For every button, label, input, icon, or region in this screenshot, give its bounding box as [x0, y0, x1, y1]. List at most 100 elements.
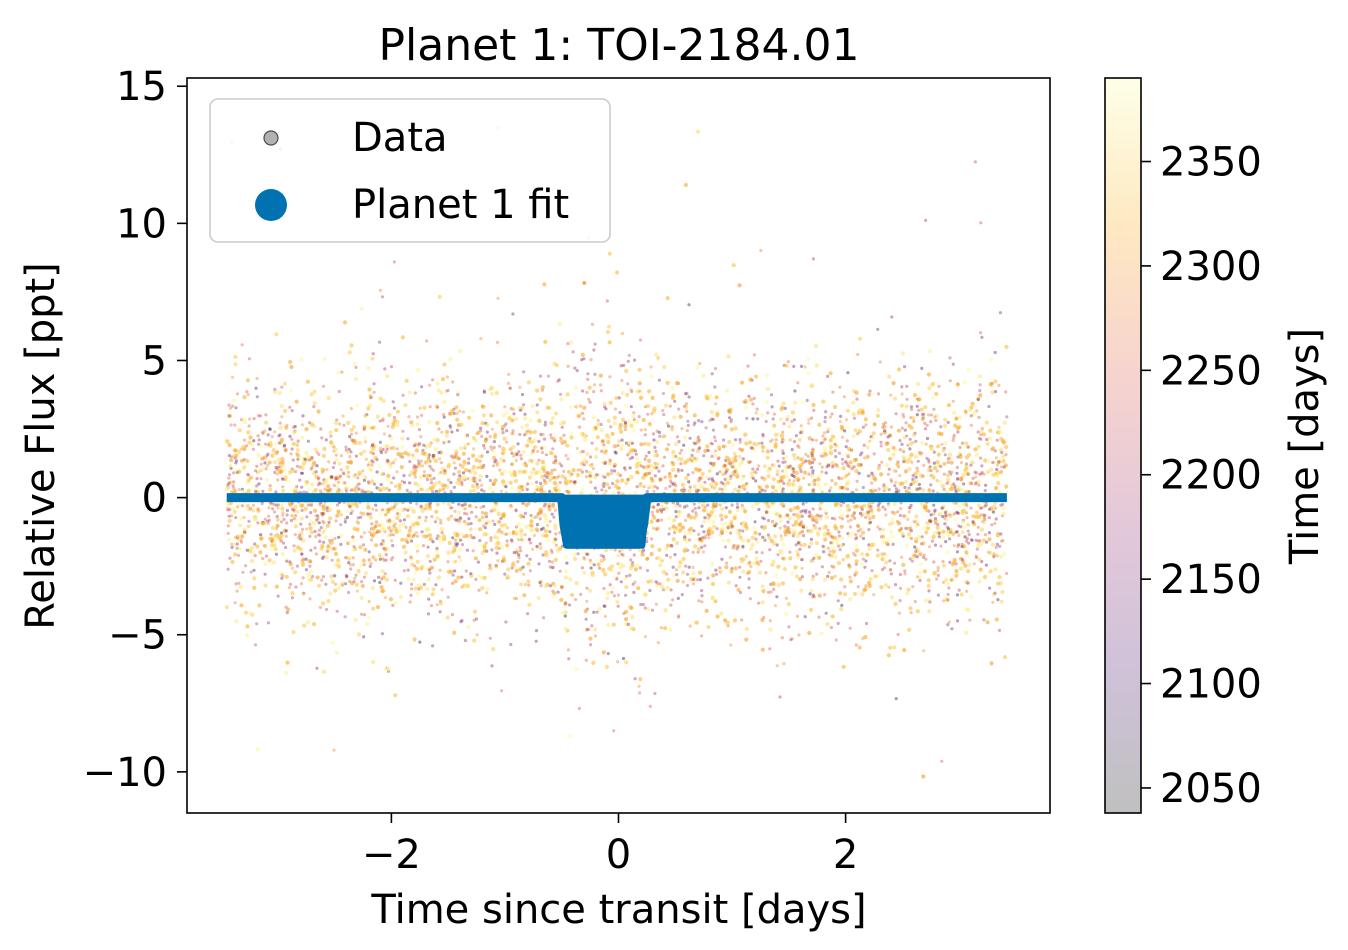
data-point [903, 572, 907, 576]
data-point [496, 296, 500, 300]
data-point [518, 567, 523, 572]
data-point [237, 428, 242, 433]
data-point [378, 288, 383, 292]
data-point [958, 445, 962, 450]
data-point [644, 464, 650, 469]
data-point [734, 454, 738, 458]
data-point [993, 350, 997, 355]
data-point [440, 531, 444, 535]
data-point [946, 480, 950, 484]
data-point [465, 548, 469, 552]
data-point [591, 466, 596, 471]
data-point [393, 601, 398, 606]
data-point [365, 502, 371, 507]
data-point [811, 438, 815, 442]
data-point [471, 435, 476, 441]
data-point [854, 559, 859, 564]
data-point [726, 580, 732, 585]
data-point [676, 467, 680, 472]
data-point [231, 484, 235, 488]
data-point [292, 517, 296, 521]
data-point [586, 372, 590, 376]
data-point [792, 456, 797, 461]
data-point [276, 506, 280, 510]
data-point [924, 530, 929, 535]
data-point [438, 540, 443, 545]
data-point [642, 465, 646, 469]
data-point [861, 485, 865, 490]
data-point [420, 413, 424, 417]
data-point [241, 570, 245, 574]
data-point [263, 572, 267, 576]
data-point [254, 386, 258, 390]
data-point [451, 581, 455, 586]
data-point [430, 592, 435, 597]
data-point [552, 453, 557, 458]
data-point [849, 518, 853, 522]
data-point [673, 553, 677, 557]
data-point [804, 525, 809, 530]
data-point [538, 579, 544, 584]
data-point [780, 636, 784, 640]
data-point [299, 522, 303, 526]
data-point [755, 550, 759, 554]
data-point [501, 431, 505, 435]
data-point [261, 557, 265, 561]
data-point [886, 435, 890, 439]
data-point [662, 455, 667, 459]
data-point [678, 504, 682, 508]
data-point [700, 594, 704, 598]
data-point [397, 528, 402, 533]
data-point [529, 515, 535, 520]
data-point [844, 445, 848, 449]
data-point [416, 489, 420, 494]
data-point [305, 515, 309, 519]
data-point [688, 526, 694, 531]
data-point [317, 533, 321, 537]
data-point [442, 439, 447, 444]
data-point [693, 456, 697, 460]
data-point [324, 479, 329, 484]
data-point [713, 385, 717, 389]
data-point [628, 548, 632, 552]
data-point [302, 623, 307, 628]
data-point [482, 389, 486, 393]
data-point [792, 513, 796, 517]
data-point [913, 600, 917, 604]
data-point [713, 439, 718, 443]
data-point [288, 359, 293, 365]
data-point [915, 487, 919, 491]
data-point [823, 508, 828, 513]
data-point [646, 606, 651, 612]
data-point [770, 438, 774, 442]
data-point [446, 595, 450, 599]
data-point [740, 448, 745, 453]
data-point [964, 502, 968, 506]
data-point [439, 470, 443, 475]
data-point [596, 562, 601, 567]
data-point [787, 482, 792, 487]
data-point [833, 555, 838, 560]
data-point [446, 550, 451, 555]
data-point [528, 569, 533, 573]
data-point [435, 603, 439, 607]
data-point [957, 511, 961, 515]
data-point [424, 473, 429, 479]
data-point [729, 531, 733, 535]
data-point [957, 415, 962, 420]
data-point [672, 415, 677, 420]
data-point [468, 478, 473, 483]
data-point [998, 311, 1003, 315]
data-point [603, 614, 608, 619]
data-point [344, 445, 348, 449]
data-point [640, 552, 645, 557]
data-point [503, 572, 507, 576]
data-point [857, 429, 862, 434]
data-point [400, 537, 405, 542]
data-point [922, 569, 928, 574]
data-point [450, 550, 455, 555]
data-point [264, 478, 270, 483]
data-point [841, 466, 846, 471]
data-point [760, 600, 765, 605]
data-point [242, 438, 247, 442]
